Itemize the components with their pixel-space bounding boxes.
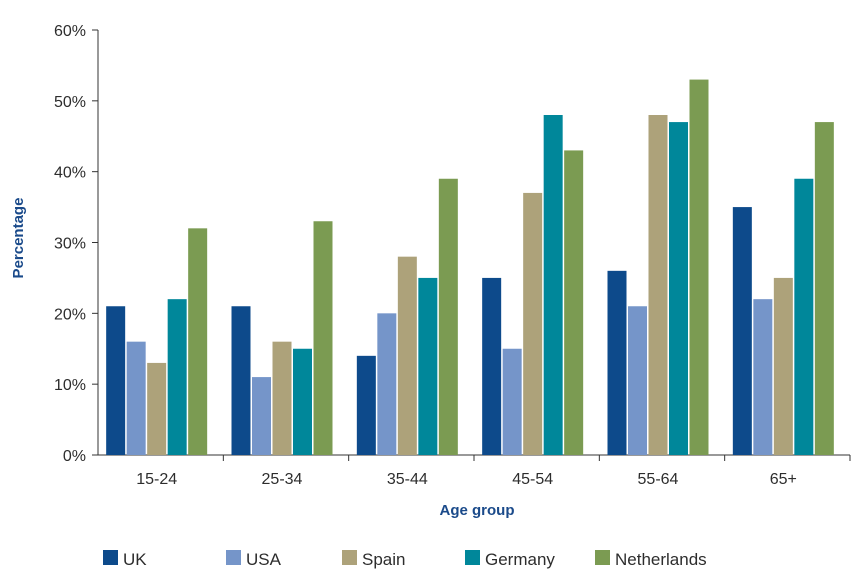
x-tick-label: 35-44 <box>387 471 428 488</box>
legend-swatch-germany <box>465 550 480 565</box>
y-axis-ticks: 0% 10% 20% 30% 40% 50% 60% <box>54 23 98 465</box>
x-tick-label: 25-34 <box>262 471 303 488</box>
bar-usa-45-54 <box>502 348 522 455</box>
bar-germany-35-44 <box>418 277 438 455</box>
bar-germany-45-54 <box>543 115 563 455</box>
bar-uk-65+ <box>732 207 752 455</box>
legend-label-germany: Germany <box>485 550 555 569</box>
bar-netherlands-15-24 <box>188 228 208 455</box>
x-axis-label: Age group <box>440 502 515 519</box>
y-tick-label: 60% <box>54 23 86 40</box>
x-axis-ticks: 15-24 25-34 35-44 45-54 55-64 65+ <box>136 455 851 488</box>
x-tick-label: 55-64 <box>638 471 679 488</box>
x-tick-label: 45-54 <box>512 471 553 488</box>
bar-germany-25-34 <box>293 348 312 455</box>
bar-netherlands-35-44 <box>438 178 458 455</box>
x-tick-label: 65+ <box>770 471 797 488</box>
bar-spain-65+ <box>773 277 793 455</box>
legend: UK USA Spain Germany Netherlands <box>103 550 707 569</box>
legend-swatch-netherlands <box>595 550 610 565</box>
bar-germany-15-24 <box>167 299 187 455</box>
bar-spain-25-34 <box>272 341 292 455</box>
bar-spain-55-64 <box>648 115 668 455</box>
bar-spain-35-44 <box>397 256 417 455</box>
bar-germany-65+ <box>794 178 814 455</box>
y-tick-label: 30% <box>54 236 86 253</box>
legend-label-usa: USA <box>246 550 282 569</box>
bar-usa-55-64 <box>628 306 647 455</box>
x-tick-label: 15-24 <box>136 471 177 488</box>
legend-label-netherlands: Netherlands <box>615 550 707 569</box>
y-tick-label: 20% <box>54 306 86 323</box>
bars-group <box>106 79 834 455</box>
y-axis-label: Percentage <box>10 198 27 279</box>
bar-spain-15-24 <box>147 362 167 455</box>
bar-netherlands-65+ <box>814 122 834 455</box>
bar-germany-55-64 <box>669 122 688 455</box>
y-tick-label: 50% <box>54 94 86 111</box>
bar-uk-15-24 <box>106 306 126 455</box>
bar-netherlands-45-54 <box>564 150 584 455</box>
bar-usa-35-44 <box>377 313 397 455</box>
bar-spain-45-54 <box>523 192 543 455</box>
bar-uk-25-34 <box>231 306 251 455</box>
y-tick-label: 10% <box>54 377 86 394</box>
legend-label-spain: Spain <box>362 550 405 569</box>
bar-uk-55-64 <box>607 270 627 455</box>
bar-uk-35-44 <box>356 355 376 455</box>
bar-netherlands-25-34 <box>313 221 333 455</box>
bar-usa-15-24 <box>126 341 146 455</box>
y-axis-title: Percentage <box>10 198 27 279</box>
legend-swatch-usa <box>226 550 241 565</box>
y-tick-label: 40% <box>54 165 86 182</box>
bar-usa-65+ <box>753 299 773 455</box>
bar-usa-25-34 <box>252 377 271 455</box>
legend-swatch-uk <box>103 550 118 565</box>
y-tick-label: 0% <box>63 448 86 465</box>
legend-label-uk: UK <box>123 550 147 569</box>
bar-netherlands-55-64 <box>689 79 709 455</box>
legend-swatch-spain <box>342 550 357 565</box>
bar-uk-45-54 <box>482 277 502 455</box>
